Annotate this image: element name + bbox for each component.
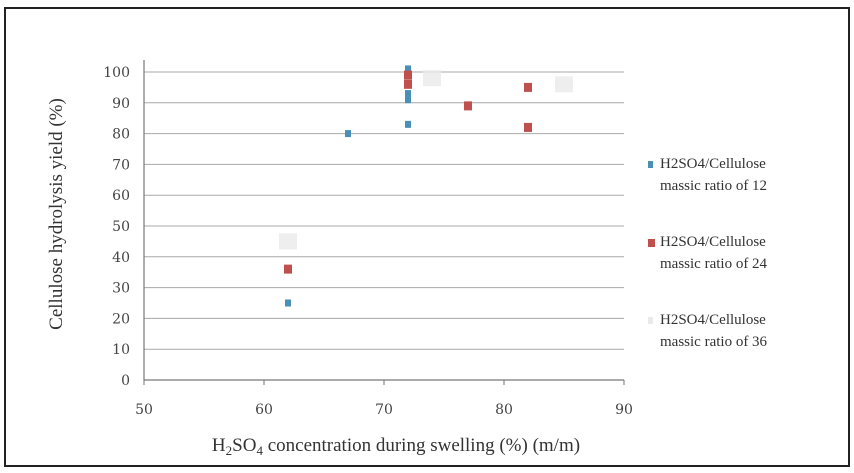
axes <box>143 60 625 385</box>
data-point-series-2 <box>524 122 532 132</box>
y-axis-title: Cellulose hydrolysis yield (%) <box>46 98 67 330</box>
legend-label-line2: massic ratio of 24 <box>660 256 768 272</box>
legend: H2SO4/Cellulose massic ratio of 12 H2SO4/C… <box>648 156 768 350</box>
data-point-series-1 <box>405 96 411 104</box>
x-tick-labels: 50 60 70 80 90 <box>135 402 633 418</box>
legend-label-line2: massic ratio of 12 <box>660 178 767 194</box>
x-tick-label: 70 <box>375 402 393 418</box>
data-point-series-2 <box>404 70 412 80</box>
data-point-series-2 <box>524 82 532 92</box>
y-tick-label: 0 <box>121 373 130 389</box>
data-point-series-1 <box>405 65 411 73</box>
legend-marker-3 <box>648 317 653 324</box>
y-tick-label: 20 <box>112 311 130 327</box>
x-tick-label: 80 <box>495 402 513 418</box>
legend-label-line1: H2SO4/Cellulose <box>660 234 766 250</box>
legend-marker-2 <box>648 239 655 247</box>
x-tick-label: 60 <box>255 402 273 418</box>
data-point-series-1 <box>285 299 291 307</box>
y-tick-label: 30 <box>112 281 130 297</box>
data-point-series-3 <box>423 70 441 87</box>
data-point-series-1 <box>345 130 351 138</box>
y-tick-label: 100 <box>103 65 130 81</box>
y-tick-label: 80 <box>112 127 130 143</box>
y-tick-label: 10 <box>112 342 130 358</box>
y-tick-label: 70 <box>112 157 130 173</box>
legend-label-line2: massic ratio of 36 <box>660 334 768 350</box>
legend-label-line1: H2SO4/Cellulose <box>660 312 766 328</box>
x-tick-label: 90 <box>615 402 633 418</box>
legend-label-line1: H2SO4/Cellulose <box>660 156 766 172</box>
y-tick-label: 40 <box>112 250 130 266</box>
y-tick-labels: 0 10 20 30 40 50 60 70 80 90 100 <box>103 65 130 389</box>
x-axis-title: H2SO4 concentration during swelling (%) … <box>212 435 580 458</box>
data-point-series-3 <box>279 233 297 250</box>
gridlines <box>144 71 624 350</box>
x-tick-label: 50 <box>135 402 153 418</box>
data-point-series-2 <box>404 79 412 89</box>
y-tick-label: 50 <box>112 219 130 235</box>
legend-marker-1 <box>648 161 653 168</box>
data-point-series-2 <box>284 264 292 274</box>
data-point-series-1 <box>405 90 411 98</box>
data-point-series-1 <box>405 120 411 128</box>
y-tick-label: 60 <box>112 188 130 204</box>
data-point-series-3 <box>555 76 573 93</box>
data-points <box>279 65 573 307</box>
data-point-series-2 <box>464 101 472 111</box>
y-tick-label: 90 <box>112 96 130 112</box>
